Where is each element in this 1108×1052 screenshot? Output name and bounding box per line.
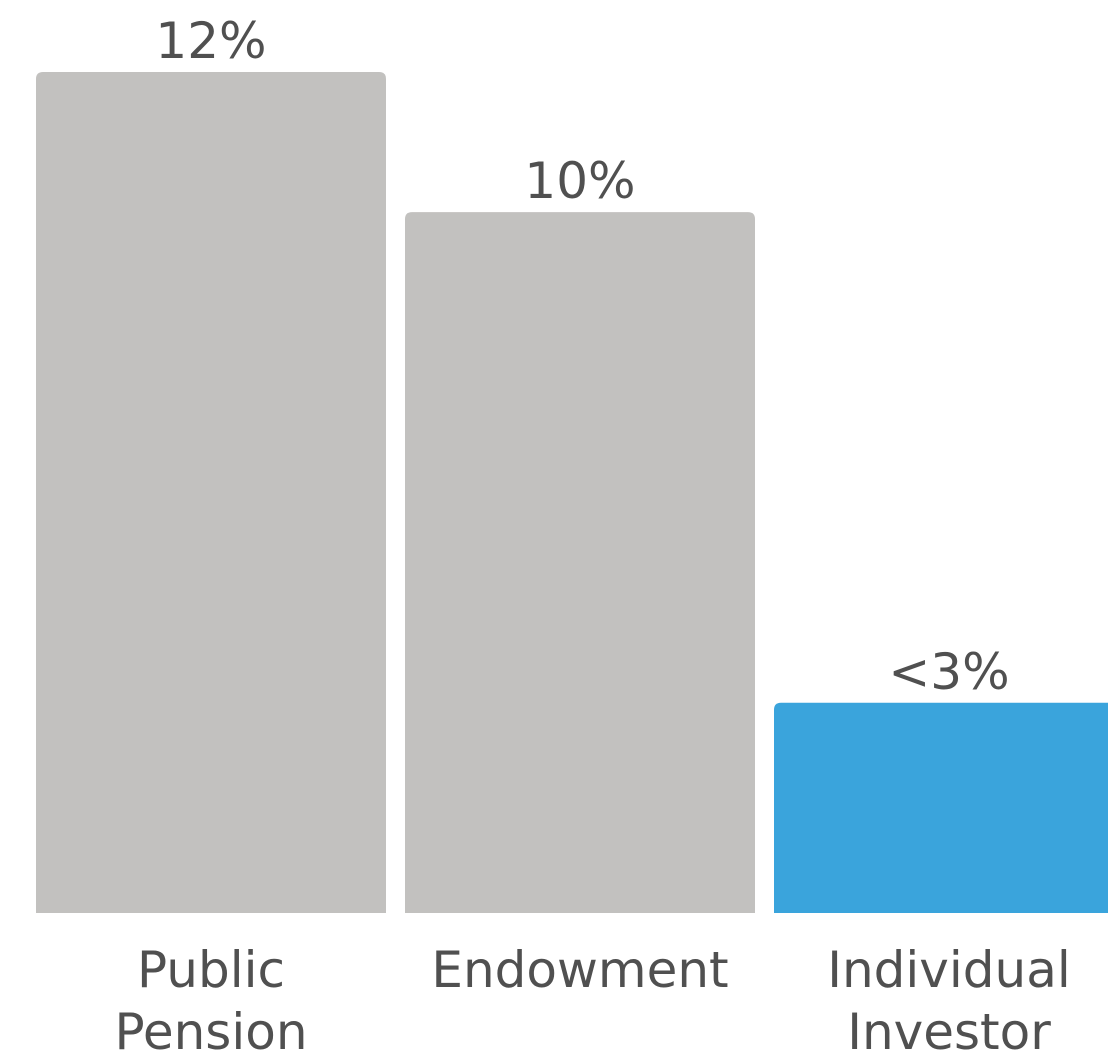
bar-public-pension [36, 72, 386, 913]
bars-group [36, 72, 1108, 913]
category-labels-group: Public Pension Endowment Individual Investor [114, 941, 1070, 1052]
value-label-public-pension: 12% [155, 12, 266, 70]
bar-individual-investor [774, 702, 1108, 913]
category-label-line: Investor [847, 1003, 1051, 1052]
category-label-line: Public [137, 941, 285, 999]
category-label-individual-investor: Individual Investor [827, 941, 1071, 1052]
value-label-individual-investor: <3% [888, 643, 1009, 701]
value-label-endowment: 10% [524, 152, 635, 210]
value-labels-group: 12% 10% <3% [155, 12, 1009, 701]
category-label-public-pension: Public Pension [114, 941, 307, 1052]
bar-endowment [405, 212, 755, 913]
category-label-endowment: Endowment [431, 941, 728, 999]
category-label-line: Pension [114, 1003, 307, 1052]
category-label-line: Individual [827, 941, 1071, 999]
category-label-line: Endowment [431, 941, 728, 999]
